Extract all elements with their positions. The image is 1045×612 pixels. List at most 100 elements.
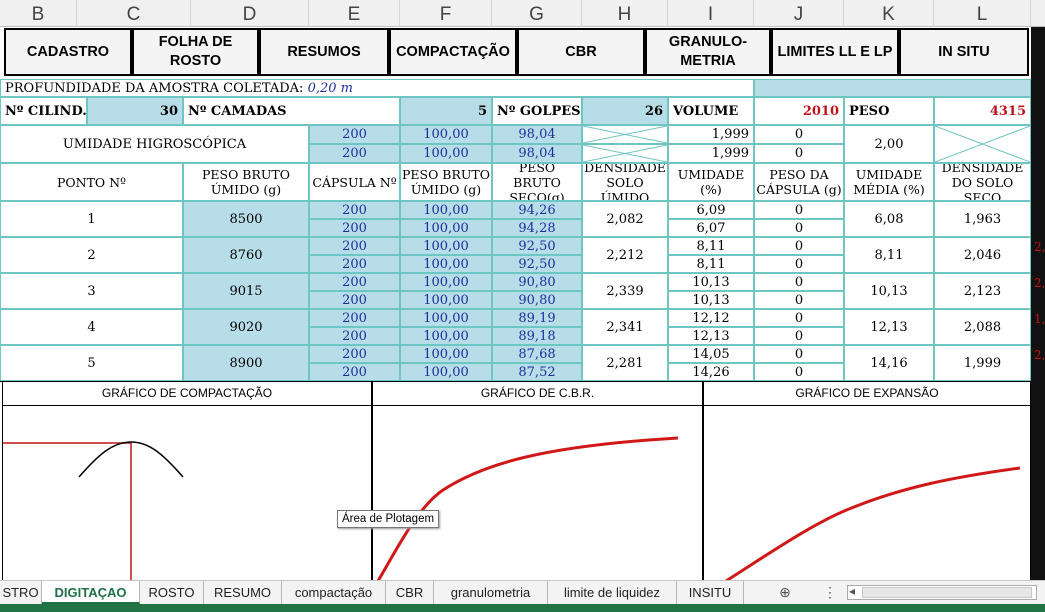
capsula-value[interactable]: 200 bbox=[309, 219, 400, 237]
capsula-value[interactable]: 200 bbox=[309, 273, 400, 291]
umidade-media-value[interactable]: 12,13 bbox=[844, 309, 934, 345]
capsula-value[interactable]: 200 bbox=[309, 237, 400, 255]
sheet-tab-digitacao[interactable]: DIGITAÇAO bbox=[42, 581, 140, 604]
peso-capsula-value[interactable]: 0 bbox=[754, 309, 844, 327]
peso-capsula-value[interactable]: 0 bbox=[754, 327, 844, 345]
column-header-F[interactable]: F bbox=[400, 0, 492, 27]
higro-umidade-1[interactable]: 1,999 bbox=[668, 125, 754, 144]
nav-button-limites[interactable]: LIMITES LL E LP bbox=[771, 28, 899, 76]
column-header-E[interactable]: E bbox=[309, 0, 400, 27]
golpes-value[interactable]: 26 bbox=[582, 97, 668, 125]
bruto-umido-value[interactable]: 100,00 bbox=[400, 201, 492, 219]
capsula-value[interactable]: 200 bbox=[309, 309, 400, 327]
peso-capsula-value[interactable]: 0 bbox=[754, 291, 844, 309]
umidade-value[interactable]: 14,05 bbox=[668, 345, 754, 363]
densidade-umido-value[interactable]: 2,341 bbox=[582, 309, 668, 345]
sheet-tab-cbr[interactable]: CBR bbox=[386, 581, 434, 604]
umidade-value[interactable]: 10,13 bbox=[668, 273, 754, 291]
chevron-left-icon[interactable]: ◂ bbox=[849, 584, 856, 598]
bruto-seco-value[interactable]: 90,80 bbox=[492, 291, 582, 309]
nav-button-resumos[interactable]: RESUMOS bbox=[259, 28, 389, 76]
capsula-value[interactable]: 200 bbox=[309, 327, 400, 345]
peso-value[interactable]: 4315 bbox=[934, 97, 1031, 125]
horizontal-scrollbar[interactable]: ◂ bbox=[847, 584, 1037, 600]
higro-bruto-seco-2[interactable]: 98,04 bbox=[492, 144, 582, 163]
cbr-chart[interactable]: GRÁFICO DE C.B.R. bbox=[372, 382, 703, 581]
peso-capsula-value[interactable]: 0 bbox=[754, 345, 844, 363]
profundidade-spare-cell[interactable] bbox=[754, 79, 1031, 97]
higro-crossed-cell-2[interactable] bbox=[582, 144, 668, 163]
peso-capsula-value[interactable]: 0 bbox=[754, 273, 844, 291]
higro-media[interactable]: 2,00 bbox=[844, 125, 934, 163]
densidade-seco-value[interactable]: 2,088 bbox=[934, 309, 1031, 345]
umidade-value[interactable]: 14,26 bbox=[668, 363, 754, 381]
peso-capsula-value[interactable]: 0 bbox=[754, 255, 844, 273]
expansao-chart[interactable]: GRÁFICO DE EXPANSÃO bbox=[703, 382, 1031, 581]
densidade-umido-value[interactable]: 2,082 bbox=[582, 201, 668, 237]
column-header-G[interactable]: G bbox=[492, 0, 582, 27]
bruto-seco-value[interactable]: 94,26 bbox=[492, 201, 582, 219]
bruto-seco-value[interactable]: 89,19 bbox=[492, 309, 582, 327]
column-header-B[interactable]: B bbox=[0, 0, 77, 27]
capsula-value[interactable]: 200 bbox=[309, 363, 400, 381]
umidade-value[interactable]: 8,11 bbox=[668, 255, 754, 273]
bruto-umido-value[interactable]: 100,00 bbox=[400, 345, 492, 363]
bruto-umido-value[interactable]: 100,00 bbox=[400, 255, 492, 273]
nav-button-cadastro[interactable]: CADASTRO bbox=[4, 28, 132, 76]
peso-capsula-value[interactable]: 0 bbox=[754, 201, 844, 219]
densidade-seco-value[interactable]: 1,963 bbox=[934, 201, 1031, 237]
bruto-umido-value[interactable]: 100,00 bbox=[400, 291, 492, 309]
densidade-seco-value[interactable]: 2,046 bbox=[934, 237, 1031, 273]
higro-umidade-2[interactable]: 1,999 bbox=[668, 144, 754, 163]
peso-bruto-umido-value[interactable]: 8500 bbox=[183, 201, 309, 237]
umidade-value[interactable]: 8,11 bbox=[668, 237, 754, 255]
profundidade-cell[interactable]: PROFUNDIDADE DA AMOSTRA COLETADA: 0,20 m bbox=[0, 79, 754, 97]
densidade-umido-value[interactable]: 2,281 bbox=[582, 345, 668, 381]
bruto-umido-value[interactable]: 100,00 bbox=[400, 309, 492, 327]
umidade-media-value[interactable]: 14,16 bbox=[844, 345, 934, 381]
nav-button-cbr[interactable]: CBR bbox=[517, 28, 645, 76]
higro-peso-capsula-1[interactable]: 0 bbox=[754, 125, 844, 144]
column-header-H[interactable]: H bbox=[582, 0, 668, 27]
higro-bruto-seco-1[interactable]: 98,04 bbox=[492, 125, 582, 144]
cilindro-value[interactable]: 30 bbox=[87, 97, 183, 125]
ellipsis-icon[interactable]: ⋮ bbox=[823, 584, 837, 600]
densidade-umido-value[interactable]: 2,339 bbox=[582, 273, 668, 309]
umidade-value[interactable]: 6,09 bbox=[668, 201, 754, 219]
bruto-seco-value[interactable]: 92,50 bbox=[492, 255, 582, 273]
bruto-seco-value[interactable]: 90,80 bbox=[492, 273, 582, 291]
capsula-value[interactable]: 200 bbox=[309, 291, 400, 309]
bruto-umido-value[interactable]: 100,00 bbox=[400, 219, 492, 237]
densidade-umido-value[interactable]: 2,212 bbox=[582, 237, 668, 273]
column-header-L[interactable]: L bbox=[934, 0, 1031, 27]
umidade-value[interactable]: 10,13 bbox=[668, 291, 754, 309]
sheet-tab-stro[interactable]: STRO bbox=[0, 581, 42, 604]
higro-crossed-cell-1[interactable] bbox=[582, 125, 668, 144]
capsula-value[interactable]: 200 bbox=[309, 201, 400, 219]
peso-bruto-umido-value[interactable]: 9015 bbox=[183, 273, 309, 309]
umidade-media-value[interactable]: 10,13 bbox=[844, 273, 934, 309]
scrollbar-thumb[interactable] bbox=[862, 587, 1032, 598]
column-header-D[interactable]: D bbox=[191, 0, 309, 27]
peso-bruto-umido-value[interactable]: 9020 bbox=[183, 309, 309, 345]
capsula-value[interactable]: 200 bbox=[309, 255, 400, 273]
sheet-tab-rosto[interactable]: ROSTO bbox=[140, 581, 204, 604]
nav-button-compactacao[interactable]: COMPACTAÇÃO bbox=[389, 28, 517, 76]
nav-button-granulometria[interactable]: GRANULO- METRIA bbox=[645, 28, 771, 76]
bruto-seco-value[interactable]: 87,52 bbox=[492, 363, 582, 381]
higro-bruto-umido-1[interactable]: 100,00 bbox=[400, 125, 492, 144]
umidade-value[interactable]: 6,07 bbox=[668, 219, 754, 237]
sheet-tab-insitu[interactable]: INSITU bbox=[677, 581, 744, 604]
camadas-value[interactable]: 5 bbox=[400, 97, 492, 125]
densidade-seco-value[interactable]: 1,999 bbox=[934, 345, 1031, 381]
umidade-media-value[interactable]: 6,08 bbox=[844, 201, 934, 237]
bruto-umido-value[interactable]: 100,00 bbox=[400, 363, 492, 381]
higro-crossed-cell-3[interactable] bbox=[934, 125, 1031, 163]
column-header-K[interactable]: K bbox=[844, 0, 934, 27]
umidade-value[interactable]: 12,13 bbox=[668, 327, 754, 345]
peso-capsula-value[interactable]: 0 bbox=[754, 237, 844, 255]
sheet-tab-compactacao[interactable]: compactação bbox=[282, 581, 386, 604]
bruto-seco-value[interactable]: 94,28 bbox=[492, 219, 582, 237]
peso-bruto-umido-value[interactable]: 8760 bbox=[183, 237, 309, 273]
higro-bruto-umido-2[interactable]: 100,00 bbox=[400, 144, 492, 163]
